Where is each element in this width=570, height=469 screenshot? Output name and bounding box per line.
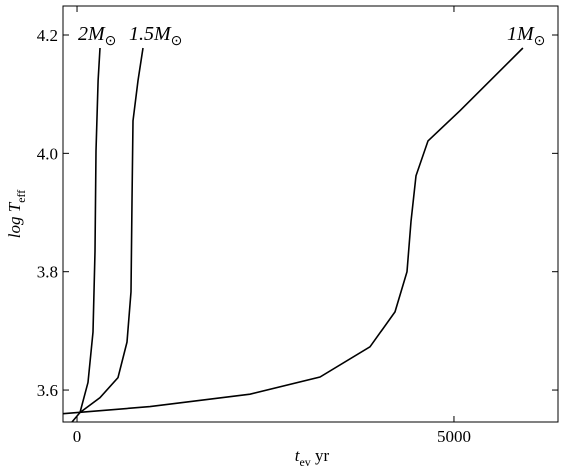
- x-tick-label: 0: [73, 427, 82, 446]
- curve-label: 2M⊙: [78, 23, 116, 49]
- curve-label-main: 1.5M: [129, 23, 172, 45]
- series-line: [62, 47, 524, 415]
- y-tick-label: 3.8: [37, 263, 58, 282]
- y-tick-label: 3.6: [37, 381, 58, 400]
- y-tick-label: 4.0: [37, 144, 58, 163]
- series-line: [79, 47, 144, 414]
- curve-label: 1M⊙: [507, 23, 545, 49]
- curve-label-sub: ⊙: [534, 34, 546, 49]
- plot-frame: [62, 5, 559, 423]
- y-axis-label: log Teff: [5, 190, 28, 238]
- curve-label-sub: ⊙: [171, 34, 183, 49]
- x-axis-label-main: t: [295, 446, 301, 465]
- x-axis-label-tail: yr: [311, 446, 330, 465]
- y-tick-label: 4.2: [37, 26, 58, 45]
- x-axis-label-sub: ev: [300, 455, 311, 469]
- curve-label-sub: ⊙: [105, 34, 117, 49]
- curve-label-main: 2M: [78, 23, 106, 45]
- curve-label-main: 1M: [507, 23, 535, 45]
- x-tick-label: 5000: [437, 427, 471, 446]
- curve-label: 1.5M⊙: [129, 23, 182, 49]
- x-axis-label: tev yr: [295, 446, 330, 469]
- y-axis-label-sub: eff: [14, 190, 28, 203]
- series-line: [71, 47, 101, 423]
- y-axis-label-main: log T: [5, 201, 24, 238]
